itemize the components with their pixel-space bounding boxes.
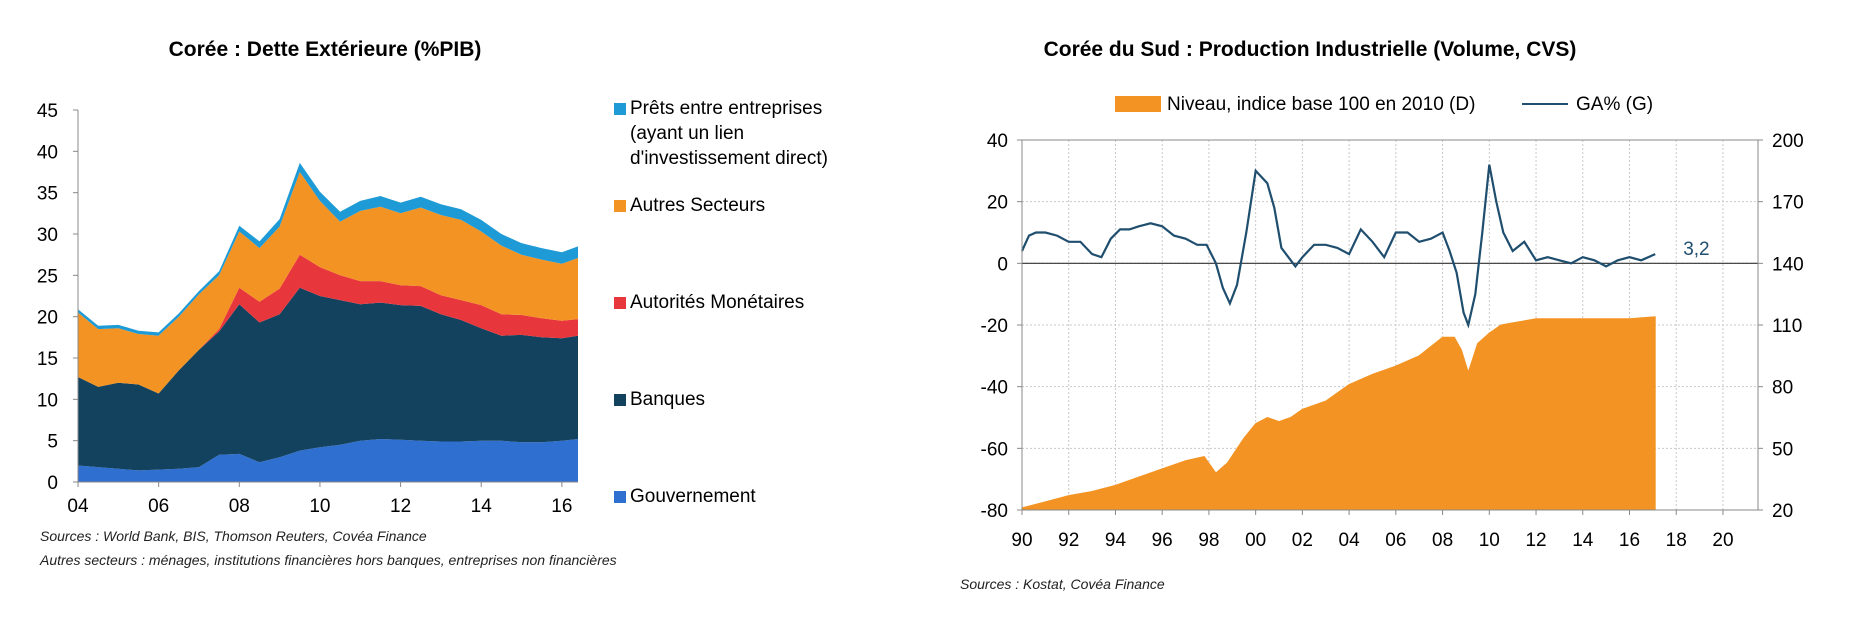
legend-swatch-gouvernement <box>614 491 626 503</box>
chart2-legend-ga: GA% (G) <box>1522 94 1653 116</box>
chart1-ytick-label: 35 <box>37 184 58 205</box>
chart2-xtick-label: 08 <box>1432 530 1453 551</box>
chart2-title: Corée du Sud : Production Industrielle (… <box>1043 38 1577 61</box>
chart2-ytick-left-label: 0 <box>997 254 1008 275</box>
chart2-xtick-label: 00 <box>1245 530 1266 551</box>
chart2-ytick-right-label: 140 <box>1772 254 1804 275</box>
chart2-ytick-right-label: 50 <box>1772 439 1793 460</box>
chart2-ytick-right-label: 20 <box>1772 501 1793 522</box>
chart1-ytick-label: 10 <box>37 390 58 411</box>
legend-item-banques: Banques <box>614 387 890 412</box>
legend-label-gouvernement: Gouvernement <box>630 486 756 507</box>
chart2-xtick-label: 96 <box>1152 530 1173 551</box>
chart2-ytick-right-label: 110 <box>1772 316 1802 337</box>
series-level-area <box>1021 316 1656 511</box>
chart2-xtick-label: 18 <box>1666 530 1687 551</box>
legend-swatch-banques <box>614 394 626 406</box>
legend-item-autres: Autres Secteurs <box>614 193 890 218</box>
legend-label-banques: Banques <box>630 389 706 410</box>
legend-label-ga: GA% (G) <box>1576 94 1654 115</box>
legend-swatch-level <box>1115 96 1161 112</box>
chart2-legend-level: Niveau, indice base 100 en 2010 (D) <box>1115 94 1475 116</box>
legend-item-prets: Prêts entre entreprises (ayant un lien d… <box>614 96 890 171</box>
chart1-ytick-label: 25 <box>37 266 58 287</box>
chart2-ytick-left-label: -40 <box>981 378 1008 399</box>
chart1-xtick-label: 16 <box>551 496 572 517</box>
chart2-xtick-label: 90 <box>1011 530 1032 551</box>
chart2-ytick-right-label: 80 <box>1772 378 1793 399</box>
chart1-title: Corée : Dette Extérieure (%PIB) <box>168 38 482 61</box>
legend-label-autres: Autres Secteurs <box>630 195 766 216</box>
legend-label-autorites: Autorités Monétaires <box>630 292 805 313</box>
area-series-0 <box>78 439 578 482</box>
chart1-xtick-label: 08 <box>229 496 250 517</box>
chart2-xtick-label: 14 <box>1572 530 1594 551</box>
chart1-ytick-label: 15 <box>37 349 58 370</box>
chart2-xtick-label: 12 <box>1525 530 1546 551</box>
chart1-note: Autres secteurs : ménages, institutions … <box>40 552 617 568</box>
series-ga-line <box>1020 164 1656 329</box>
chart1-ytick-label: 20 <box>37 308 58 329</box>
chart2-xtick-label: 06 <box>1385 530 1406 551</box>
legend-swatch-prets <box>614 103 626 115</box>
legend-label-level: Niveau, indice base 100 en 2010 (D) <box>1167 94 1476 115</box>
area-series-2 <box>78 254 578 394</box>
chart1-ytick-label: 40 <box>37 142 58 163</box>
chart2-ytick-left-label: -80 <box>981 501 1008 522</box>
legend-item-autorites: Autorités Monétaires <box>614 290 890 315</box>
chart2-xtick-label: 98 <box>1198 530 1219 551</box>
chart2-ytick-right-label: 200 <box>1772 131 1804 152</box>
legend-label-prets: Prêts entre entreprises (ayant un lien d… <box>630 98 828 169</box>
chart1-xtick-label: 04 <box>67 496 89 517</box>
chart2-ytick-left-label: -20 <box>981 316 1008 337</box>
chart1-xtick-label: 10 <box>309 496 330 517</box>
chart2-xtick-label: 02 <box>1292 530 1313 551</box>
chart1-ytick-label: 45 <box>37 101 58 122</box>
chart1-source: Sources : World Bank, BIS, Thomson Reute… <box>40 528 427 544</box>
chart1-xtick-label: 12 <box>390 496 411 517</box>
chart1-xtick-label: 14 <box>471 496 493 517</box>
legend-swatch-autorites <box>614 297 626 309</box>
chart2-xtick-label: 04 <box>1339 530 1361 551</box>
series-ga-thin-line <box>1021 164 1656 328</box>
legend-item-gouvernement: Gouvernement <box>614 484 890 509</box>
legend-swatch-autres <box>614 200 626 212</box>
chart1-ytick-label: 5 <box>47 432 58 453</box>
chart2-ytick-left-label: 40 <box>987 131 1008 152</box>
chart1-xtick-label: 06 <box>148 496 169 517</box>
chart2-xtick-label: 20 <box>1712 530 1733 551</box>
chart2-xtick-label: 92 <box>1058 530 1079 551</box>
chart2-xtick-label: 10 <box>1479 530 1500 551</box>
chart2-source: Sources : Kostat, Covéa Finance <box>960 576 1165 592</box>
chart1-ytick-label: 0 <box>47 473 58 494</box>
chart1-ytick-label: 30 <box>37 225 58 246</box>
chart2-ytick-left-label: 20 <box>987 193 1008 214</box>
chart2-xtick-label: 94 <box>1105 530 1127 551</box>
legend-swatch-ga <box>1522 103 1568 105</box>
last-value-label: 3,2 <box>1683 239 1709 260</box>
area-series-3 <box>78 172 578 394</box>
chart2-ytick-right-label: 170 <box>1772 193 1804 214</box>
chart2-ytick-left-label: -60 <box>981 439 1008 460</box>
area-series-1 <box>78 287 578 471</box>
chart2-xtick-label: 16 <box>1619 530 1640 551</box>
